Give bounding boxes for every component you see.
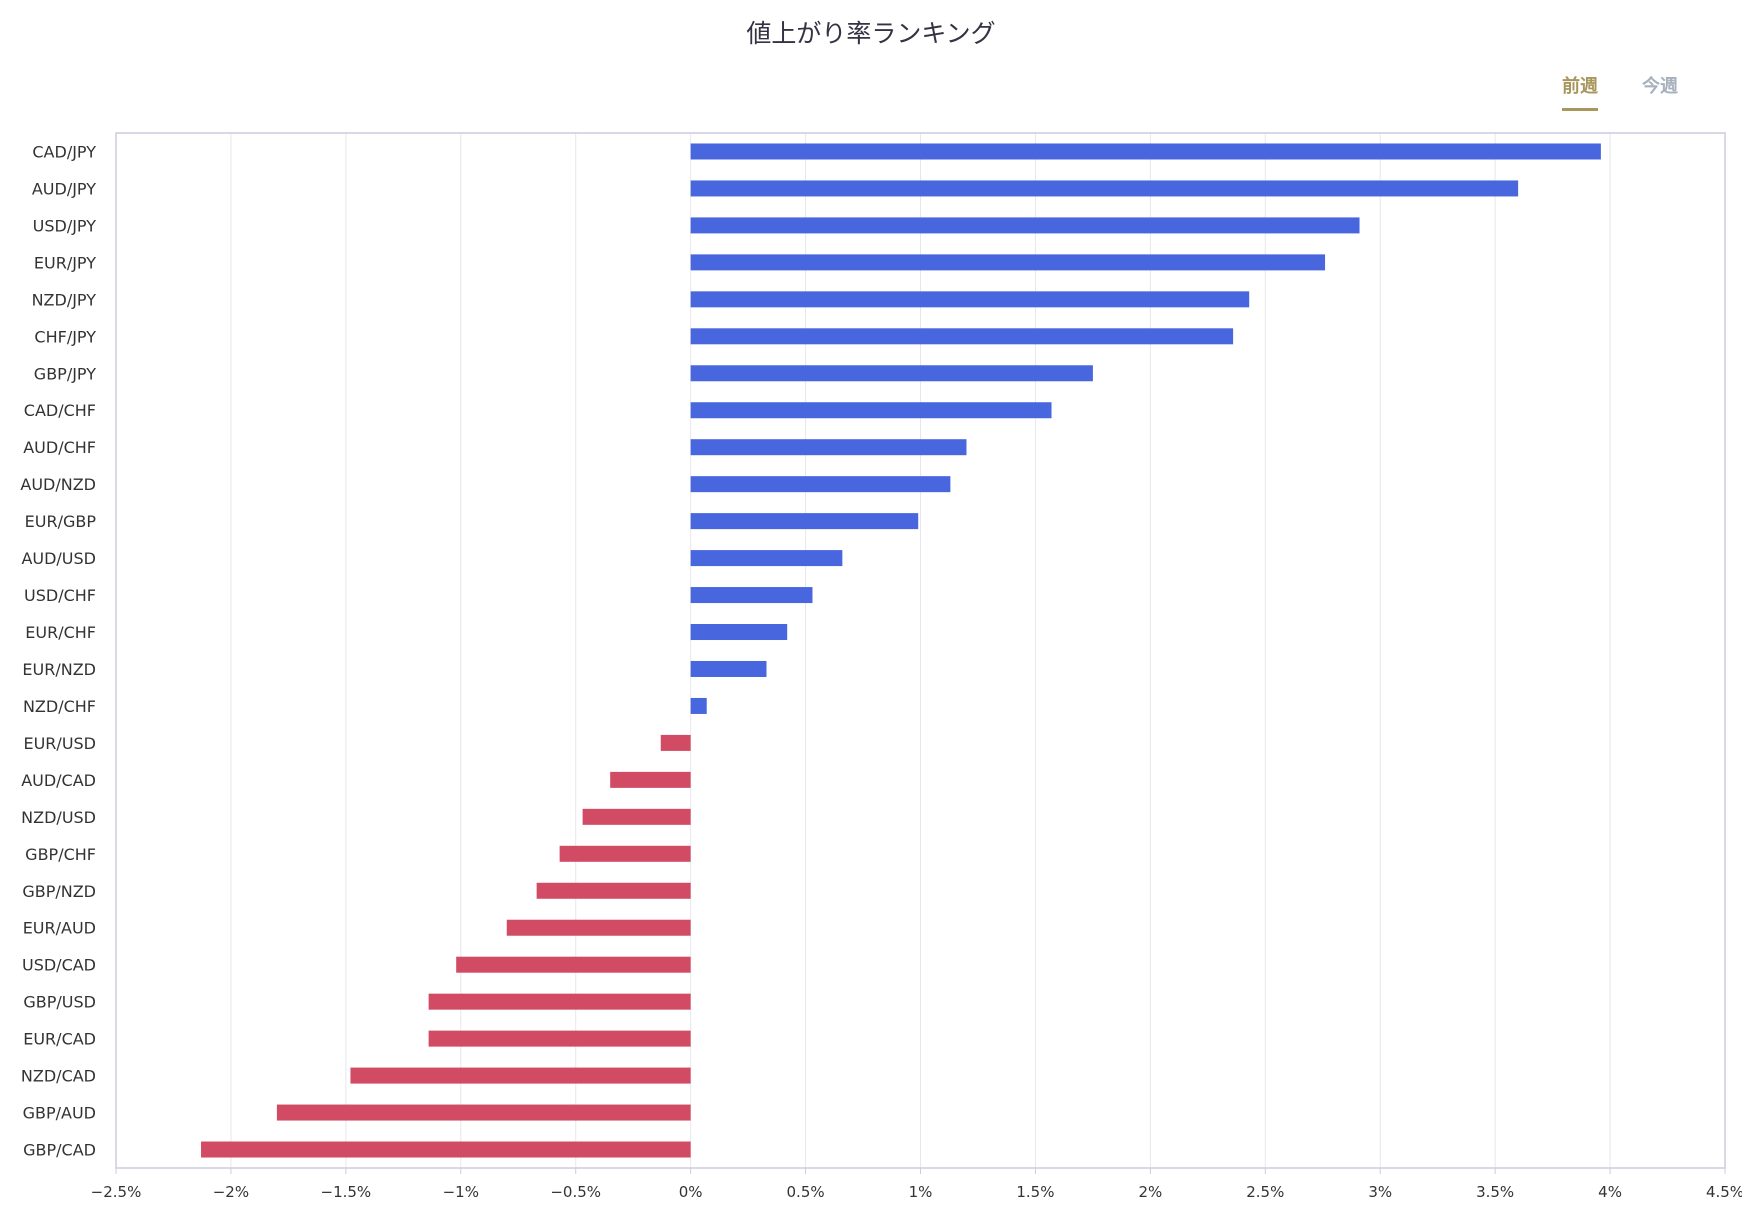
bar (690, 254, 1326, 271)
bar (690, 513, 919, 530)
x-tick-label: −1.5% (321, 1183, 372, 1201)
category-label: EUR/GBP (25, 512, 97, 531)
bar (456, 956, 691, 973)
x-tick-label: −1% (443, 1183, 479, 1201)
bar (690, 365, 1093, 382)
category-label: AUD/USD (21, 549, 96, 568)
category-label: NZD/JPY (32, 290, 97, 309)
x-tick-label: 4.5% (1706, 1183, 1742, 1201)
bar (536, 882, 691, 899)
category-label: GBP/JPY (34, 364, 96, 383)
bar (690, 550, 843, 567)
category-label: CAD/JPY (32, 142, 96, 161)
period-tabs: 前週 今週 (1562, 72, 1678, 111)
bar (610, 771, 691, 788)
bar (428, 993, 691, 1010)
bar (428, 1030, 691, 1047)
bar (506, 919, 691, 936)
bar (690, 143, 1601, 160)
bar (201, 1141, 691, 1158)
x-tick-label: 0.5% (787, 1183, 825, 1201)
bar (690, 697, 707, 714)
x-tick-label: 2.5% (1246, 1183, 1284, 1201)
x-tick-label: 4% (1598, 1183, 1622, 1201)
category-label: EUR/JPY (34, 253, 96, 272)
bar (690, 180, 1519, 197)
bar (690, 402, 1052, 419)
x-tick-label: 1.5% (1016, 1183, 1054, 1201)
category-label: USD/CAD (22, 956, 96, 975)
category-label: NZD/CAD (21, 1067, 96, 1086)
x-tick-label: 3% (1368, 1183, 1392, 1201)
bar (690, 624, 788, 641)
tab-this-week[interactable]: 今週 (1642, 76, 1678, 97)
x-tick-label: −2% (213, 1183, 249, 1201)
x-tick-label: 1% (909, 1183, 933, 1201)
bar (690, 217, 1360, 234)
bar (350, 1067, 691, 1084)
category-label: CAD/CHF (24, 401, 96, 420)
category-label: NZD/USD (21, 808, 96, 827)
x-tick-label: −0.5% (550, 1183, 601, 1201)
bar (690, 660, 767, 677)
category-label: EUR/CAD (23, 1030, 96, 1049)
category-label: USD/CHF (24, 586, 96, 605)
bar (690, 587, 813, 604)
category-label: GBP/CAD (23, 1141, 96, 1160)
category-label: EUR/USD (23, 734, 96, 753)
x-tick-label: −2.5% (91, 1183, 142, 1201)
bar (660, 734, 691, 751)
category-label: GBP/USD (23, 993, 96, 1012)
category-label: EUR/CHF (25, 623, 96, 642)
category-label: AUD/JPY (32, 179, 96, 198)
bar (582, 808, 691, 825)
category-label: GBP/NZD (22, 882, 96, 901)
category-label: AUD/NZD (20, 475, 96, 494)
bar (690, 476, 951, 493)
x-tick-label: 3.5% (1476, 1183, 1514, 1201)
category-label: AUD/CHF (23, 438, 96, 457)
category-label: EUR/AUD (23, 919, 96, 938)
category-label: CHF/JPY (34, 327, 96, 346)
bar (690, 291, 1250, 308)
category-label: NZD/CHF (23, 697, 96, 716)
bar (690, 328, 1234, 345)
category-label: EUR/NZD (22, 660, 96, 679)
bar (559, 845, 691, 862)
bar (276, 1104, 691, 1121)
category-label: AUD/CAD (21, 771, 96, 790)
category-label: USD/JPY (33, 216, 97, 235)
chart-title: 値上がり率ランキング (746, 19, 996, 48)
x-tick-label: 0% (679, 1183, 703, 1201)
x-tick-label: 2% (1138, 1183, 1162, 1201)
tab-last-week[interactable]: 前週 (1562, 72, 1598, 111)
bar (690, 439, 967, 456)
category-label: GBP/CHF (25, 845, 96, 864)
category-label: GBP/AUD (23, 1104, 96, 1123)
